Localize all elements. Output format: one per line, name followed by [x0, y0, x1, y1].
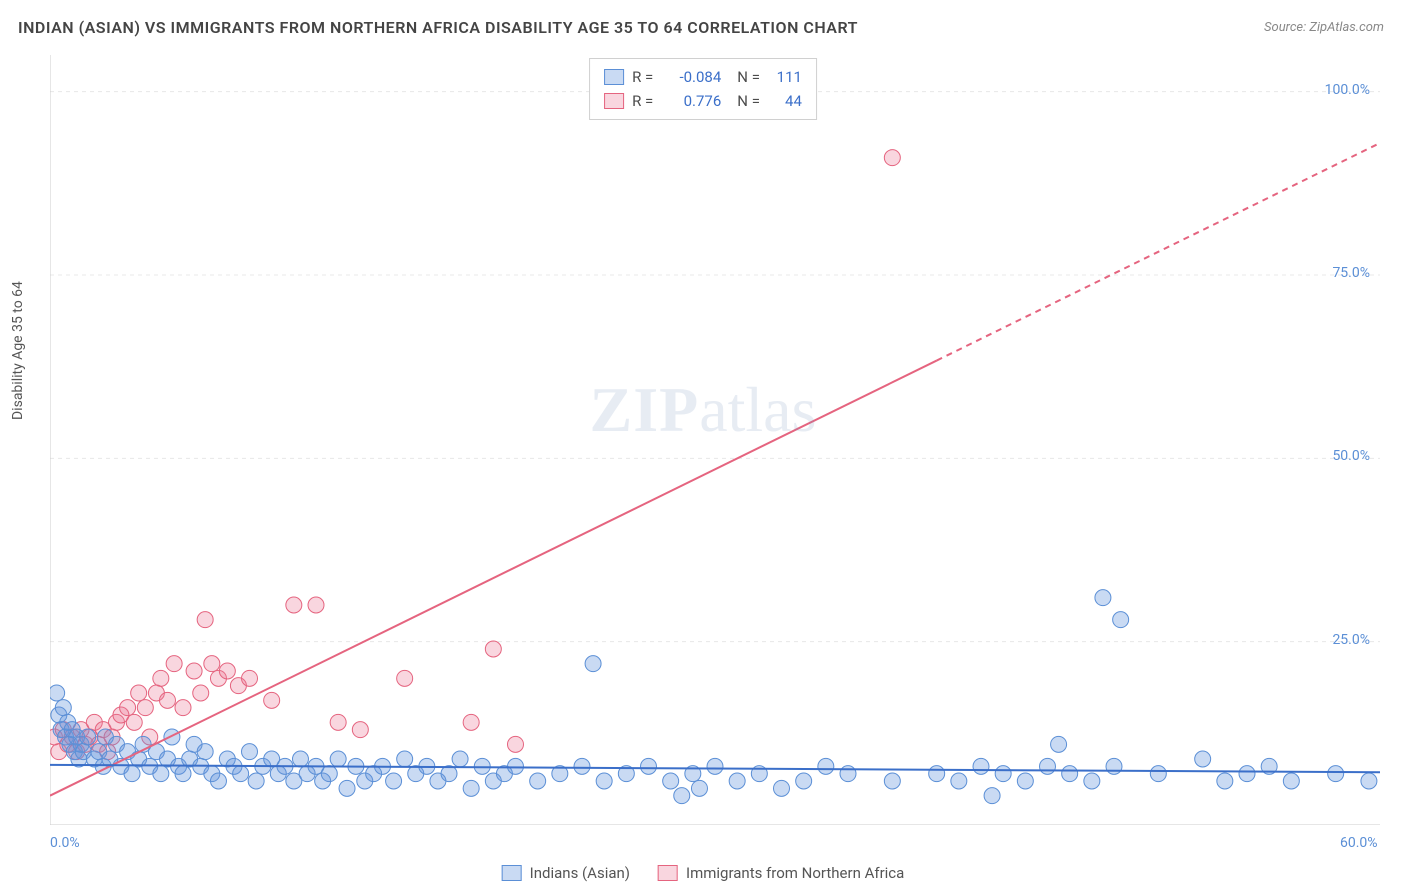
stats-legend-box: R = -0.084 N = 111 R = 0.776 N = 44 — [589, 58, 817, 120]
r-label: R = — [632, 65, 653, 89]
y-tick-label: 25.0% — [1310, 632, 1370, 648]
chart-title: INDIAN (ASIAN) VS IMMIGRANTS FROM NORTHE… — [18, 18, 858, 37]
y-tick-label: 100.0% — [1310, 82, 1370, 98]
r-label: R = — [632, 89, 653, 113]
legend-item: Indians (Asian) — [502, 864, 630, 882]
legend-label: Immigrants from Northern Africa — [686, 864, 904, 882]
y-tick-label: 75.0% — [1310, 265, 1370, 281]
y-tick-label: 50.0% — [1310, 448, 1370, 464]
x-tick-label: 0.0% — [50, 835, 80, 851]
bottom-legend: Indians (Asian) Immigrants from Northern … — [502, 864, 905, 882]
n-value: 44 — [768, 89, 802, 113]
x-tick-label: 60.0% — [1340, 835, 1378, 851]
legend-swatch — [604, 69, 624, 85]
stats-row: R = -0.084 N = 111 — [604, 65, 802, 89]
legend-swatch — [502, 865, 522, 881]
r-value: 0.776 — [661, 89, 721, 113]
r-value: -0.084 — [661, 65, 721, 89]
n-value: 111 — [768, 65, 802, 89]
n-label: N = — [737, 89, 760, 113]
y-axis-label: Disability Age 35 to 64 — [10, 281, 26, 420]
legend-item: Immigrants from Northern Africa — [658, 864, 904, 882]
legend-swatch — [604, 93, 624, 109]
stats-row: R = 0.776 N = 44 — [604, 89, 802, 113]
legend-label: Indians (Asian) — [530, 864, 630, 882]
scatter-plot — [50, 55, 1380, 825]
source-credit: Source: ZipAtlas.com — [1264, 20, 1384, 35]
n-label: N = — [737, 65, 760, 89]
legend-swatch — [658, 865, 678, 881]
